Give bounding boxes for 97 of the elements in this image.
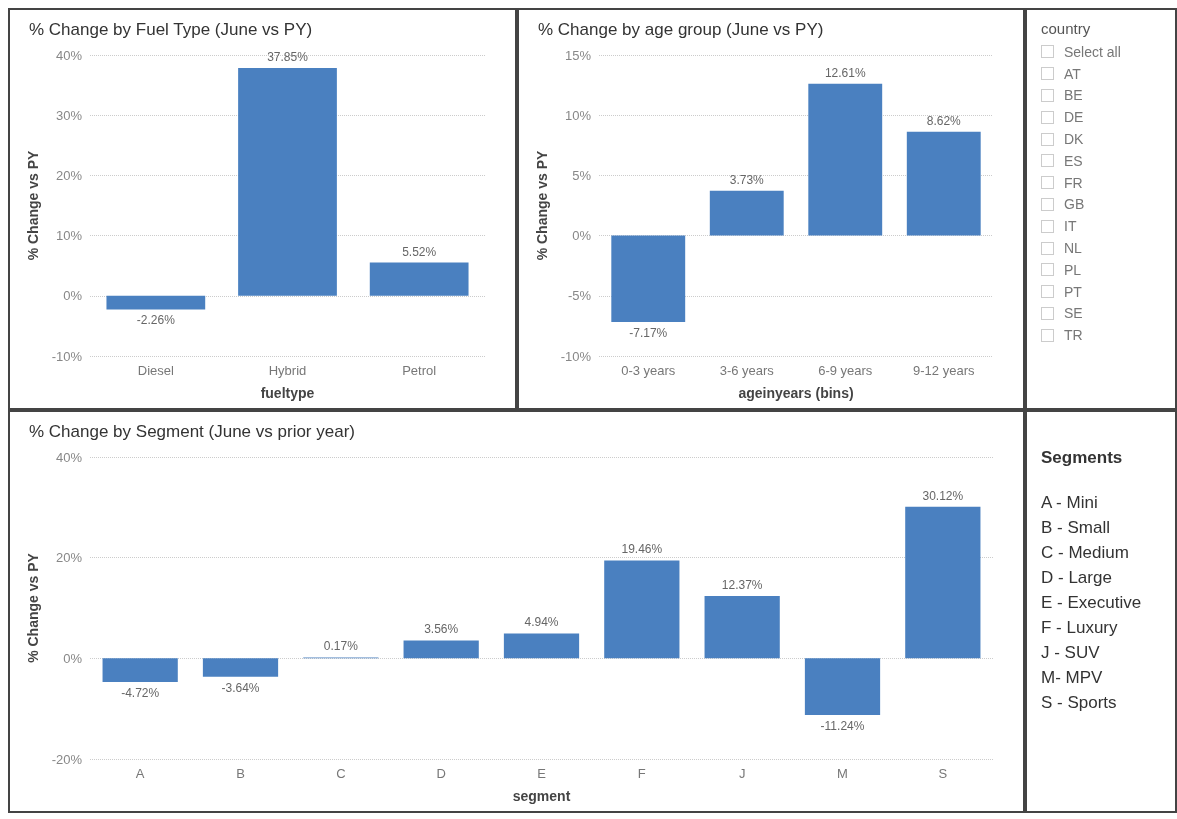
x-tick-label: E: [537, 766, 547, 781]
text: PT: [1064, 283, 1082, 300]
text: S - Sports: [1041, 692, 1117, 713]
text: J - SUV: [1041, 642, 1100, 663]
y-tick-label: 40%: [55, 449, 83, 465]
x-tick-label: F: [637, 766, 646, 781]
bar: [808, 83, 883, 236]
y-tick-label: 0%: [572, 228, 592, 244]
text: SE: [1064, 305, 1083, 322]
bar: [403, 640, 479, 659]
data-label: 12.61%: [824, 65, 866, 80]
data-label: 3.56%: [424, 622, 459, 637]
y-tick-label: -10%: [560, 348, 592, 364]
x-tick-label: S: [938, 766, 948, 781]
data-label: -11.24%: [820, 718, 865, 733]
x-tick-label: J: [738, 766, 746, 781]
bar: [369, 262, 469, 296]
y-tick-label: -5%: [567, 288, 592, 304]
data-label: -3.64%: [221, 680, 260, 695]
data-label: 4.94%: [524, 615, 559, 630]
text: PL: [1064, 261, 1082, 278]
x-tick-label: A: [135, 766, 145, 781]
y-axis-title: % Change vs PY: [25, 552, 41, 663]
y-axis-title: % Change vs PY: [534, 149, 550, 261]
text: Select all: [1064, 43, 1121, 60]
text: GB: [1064, 196, 1085, 213]
data-label: 19.46%: [621, 542, 663, 557]
text: D - Large: [1041, 567, 1112, 588]
x-tick-label: 3-6 years: [719, 363, 775, 378]
x-tick-label: Hybrid: [268, 363, 307, 378]
text: Segments: [1041, 448, 1124, 468]
data-label: -2.26%: [136, 313, 176, 328]
text: NL: [1064, 240, 1082, 257]
x-tick-label: 0-3 years: [621, 363, 676, 378]
text: FR: [1064, 174, 1083, 191]
x-tick-label: Petrol: [402, 363, 437, 378]
text: B - Small: [1041, 517, 1110, 538]
x-tick-label: D: [436, 766, 446, 781]
bar: [704, 596, 780, 659]
y-tick-label: 5%: [572, 167, 592, 183]
text: C - Medium: [1041, 542, 1129, 563]
data-label: 30.12%: [922, 488, 964, 503]
x-axis-title: ageinyears (bins): [738, 385, 854, 401]
y-axis-title: % Change vs PY: [25, 149, 41, 261]
bar: [202, 658, 279, 677]
text: AT: [1064, 65, 1081, 82]
chart-title: % Change by age group (June vs PY): [538, 20, 824, 39]
text: country: [1041, 20, 1092, 37]
bar: [238, 67, 337, 296]
chart-title: % Change by Segment (June vs prior year): [29, 422, 355, 441]
text: TR: [1064, 327, 1083, 344]
y-tick-label: 0%: [63, 650, 83, 666]
text: BE: [1064, 87, 1083, 104]
x-tick-label: C: [336, 766, 346, 781]
text: ES: [1064, 152, 1083, 169]
data-label: 12.37%: [721, 578, 763, 593]
bar: [804, 658, 881, 715]
text: F - Luxury: [1041, 617, 1118, 638]
y-tick-label: 20%: [55, 167, 83, 183]
bar: [709, 190, 784, 236]
y-tick-label: -10%: [51, 348, 83, 364]
chart-title: % Change by Fuel Type (June vs PY): [29, 20, 313, 39]
x-tick-label: 9-12 years: [913, 363, 975, 378]
data-label: 3.73%: [729, 172, 765, 187]
data-label: -7.17%: [629, 325, 668, 340]
x-tick-label: 6-9 years: [818, 363, 873, 378]
x-axis-title: fueltype: [260, 385, 315, 401]
bar: [503, 633, 580, 659]
bar: [906, 131, 981, 236]
bar: [604, 560, 680, 659]
y-tick-label: 0%: [63, 288, 83, 304]
x-tick-label: Diesel: [137, 363, 175, 378]
x-axis-title: segment: [512, 788, 571, 804]
text: E - Executive: [1041, 592, 1142, 613]
data-label: 5.52%: [402, 244, 437, 259]
y-tick-label: -20%: [51, 751, 83, 767]
y-tick-label: 20%: [55, 550, 83, 566]
bar: [102, 658, 178, 683]
data-label: 0.17%: [323, 639, 359, 654]
data-label: -4.72%: [121, 686, 160, 701]
text: A - Mini: [1041, 492, 1098, 513]
x-tick-label: M: [837, 766, 848, 781]
y-tick-label: 40%: [55, 47, 83, 63]
y-tick-label: 10%: [55, 228, 83, 244]
text: M- MPV: [1041, 667, 1103, 688]
y-tick-label: 10%: [564, 107, 592, 123]
y-tick-label: 30%: [55, 107, 83, 123]
text: DK: [1064, 131, 1084, 148]
text: DE: [1064, 109, 1084, 126]
y-tick-label: 15%: [564, 47, 592, 63]
data-label: 8.62%: [926, 113, 962, 128]
text: IT: [1064, 218, 1077, 235]
bar: [106, 295, 206, 310]
data-label: 37.85%: [267, 49, 309, 64]
x-tick-label: B: [236, 766, 245, 781]
bar: [905, 506, 981, 659]
bar: [611, 235, 686, 322]
